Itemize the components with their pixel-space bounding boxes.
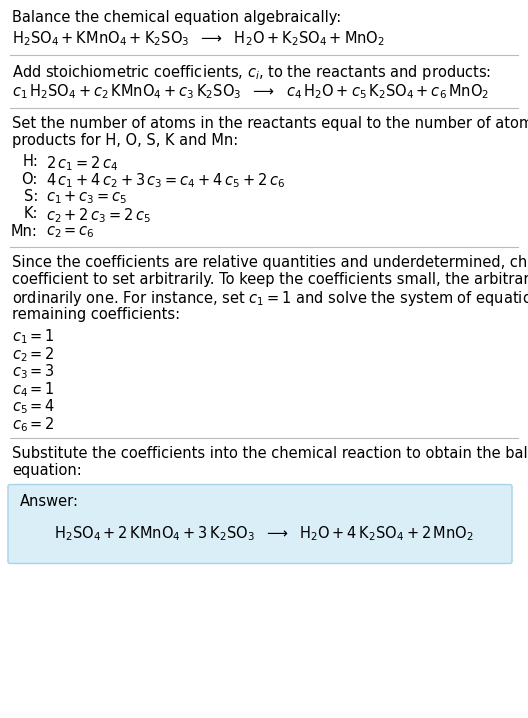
Text: Mn:: Mn:: [11, 224, 38, 239]
Text: $c_5 = 4$: $c_5 = 4$: [12, 398, 55, 416]
Text: K:: K:: [24, 207, 38, 221]
Text: Add stoichiometric coefficients, $c_i$, to the reactants and products:: Add stoichiometric coefficients, $c_i$, …: [12, 63, 491, 82]
Text: ordinarily one. For instance, set $c_1 = 1$ and solve the system of equations fo: ordinarily one. For instance, set $c_1 =…: [12, 289, 528, 309]
Text: H:: H:: [22, 154, 38, 169]
Text: $c_2 + 2\,c_3 = 2\,c_5$: $c_2 + 2\,c_3 = 2\,c_5$: [46, 207, 151, 225]
Text: $c_3 = 3$: $c_3 = 3$: [12, 363, 55, 381]
Text: $c_2 = c_6$: $c_2 = c_6$: [46, 224, 95, 240]
Text: O:: O:: [22, 172, 38, 187]
Text: coefficient to set arbitrarily. To keep the coefficients small, the arbitrary va: coefficient to set arbitrarily. To keep …: [12, 272, 528, 287]
Text: Set the number of atoms in the reactants equal to the number of atoms in the: Set the number of atoms in the reactants…: [12, 116, 528, 131]
Text: Answer:: Answer:: [20, 495, 79, 510]
Text: products for H, O, S, K and Mn:: products for H, O, S, K and Mn:: [12, 134, 238, 149]
Text: S:: S:: [24, 189, 38, 204]
Text: $4\,c_1 + 4\,c_2 + 3\,c_3 = c_4 + 4\,c_5 + 2\,c_6$: $4\,c_1 + 4\,c_2 + 3\,c_3 = c_4 + 4\,c_5…: [46, 172, 285, 190]
Text: Substitute the coefficients into the chemical reaction to obtain the balanced: Substitute the coefficients into the che…: [12, 445, 528, 460]
Text: $c_1 = 1$: $c_1 = 1$: [12, 327, 55, 346]
Text: $c_1\, \mathrm{H_2SO_4} + c_2\, \mathrm{KMnO_4} + c_3\, \mathrm{K_2SO_3}$  $\lon: $c_1\, \mathrm{H_2SO_4} + c_2\, \mathrm{…: [12, 83, 489, 101]
Text: Since the coefficients are relative quantities and underdetermined, choose a: Since the coefficients are relative quan…: [12, 254, 528, 269]
Text: $c_4 = 1$: $c_4 = 1$: [12, 380, 55, 398]
Text: $c_2 = 2$: $c_2 = 2$: [12, 345, 55, 364]
Text: equation:: equation:: [12, 463, 82, 478]
FancyBboxPatch shape: [8, 485, 512, 564]
Text: $c_1 + c_3 = c_5$: $c_1 + c_3 = c_5$: [46, 189, 128, 205]
Text: Balance the chemical equation algebraically:: Balance the chemical equation algebraica…: [12, 10, 341, 25]
Text: $\mathrm{H_2SO_4 + KMnO_4 + K_2SO_3}$  $\longrightarrow$  $\mathrm{H_2O + K_2SO_: $\mathrm{H_2SO_4 + KMnO_4 + K_2SO_3}$ $\…: [12, 29, 385, 48]
Text: remaining coefficients:: remaining coefficients:: [12, 307, 180, 322]
Text: $2\,c_1 = 2\,c_4$: $2\,c_1 = 2\,c_4$: [46, 154, 118, 173]
Text: $\mathrm{H_2SO_4} + 2\,\mathrm{KMnO_4} + 3\,\mathrm{K_2SO_3}$  $\longrightarrow$: $\mathrm{H_2SO_4} + 2\,\mathrm{KMnO_4} +…: [54, 525, 474, 544]
Text: $c_6 = 2$: $c_6 = 2$: [12, 415, 55, 434]
